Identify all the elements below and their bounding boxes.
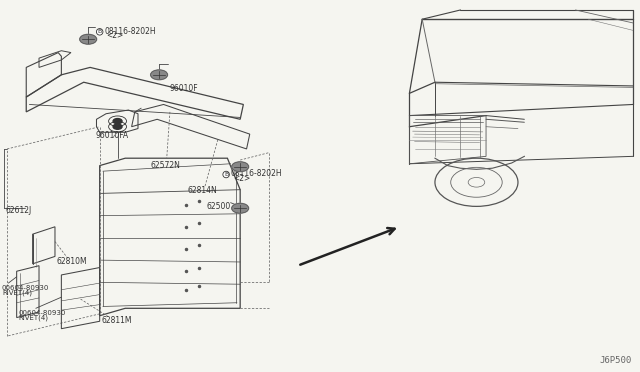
Text: B: B: [224, 172, 228, 177]
Circle shape: [150, 70, 168, 80]
Text: 62810M: 62810M: [57, 257, 88, 266]
Text: 00604-80930: 00604-80930: [2, 285, 49, 291]
Circle shape: [232, 203, 248, 213]
Text: 08116-8202H: 08116-8202H: [104, 26, 156, 36]
Text: RIVET(4): RIVET(4): [2, 289, 32, 296]
Text: B: B: [97, 29, 102, 34]
Circle shape: [113, 119, 122, 124]
Text: 62811M: 62811M: [102, 316, 132, 325]
Text: 62572N: 62572N: [151, 161, 180, 170]
Text: 62612J: 62612J: [6, 206, 32, 215]
Text: 62814N: 62814N: [188, 186, 218, 195]
Text: 96010F: 96010F: [170, 84, 198, 93]
Text: 62500: 62500: [207, 202, 231, 211]
Text: RIVET(4): RIVET(4): [19, 314, 49, 321]
Text: J6P500: J6P500: [600, 356, 632, 365]
Circle shape: [113, 124, 122, 129]
Text: 00604-80930: 00604-80930: [19, 310, 66, 316]
Circle shape: [80, 34, 97, 44]
Text: 96010FA: 96010FA: [95, 131, 129, 140]
Text: <2>: <2>: [107, 31, 124, 40]
Text: <2>: <2>: [233, 174, 250, 183]
Text: 08116-8202H: 08116-8202H: [230, 169, 282, 178]
Circle shape: [232, 162, 248, 171]
